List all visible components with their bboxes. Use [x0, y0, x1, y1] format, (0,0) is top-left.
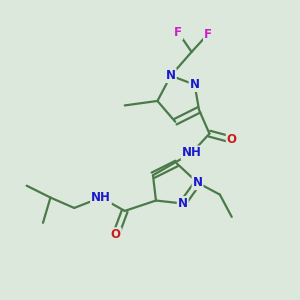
Text: NH: NH: [182, 146, 202, 160]
Text: N: N: [190, 78, 200, 91]
Text: N: N: [178, 197, 188, 210]
Text: O: O: [111, 228, 121, 241]
Text: N: N: [166, 69, 176, 82]
Text: F: F: [174, 26, 182, 39]
Text: N: N: [193, 176, 202, 189]
Text: O: O: [227, 133, 237, 146]
Text: F: F: [204, 28, 212, 40]
Text: NH: NH: [91, 191, 111, 204]
